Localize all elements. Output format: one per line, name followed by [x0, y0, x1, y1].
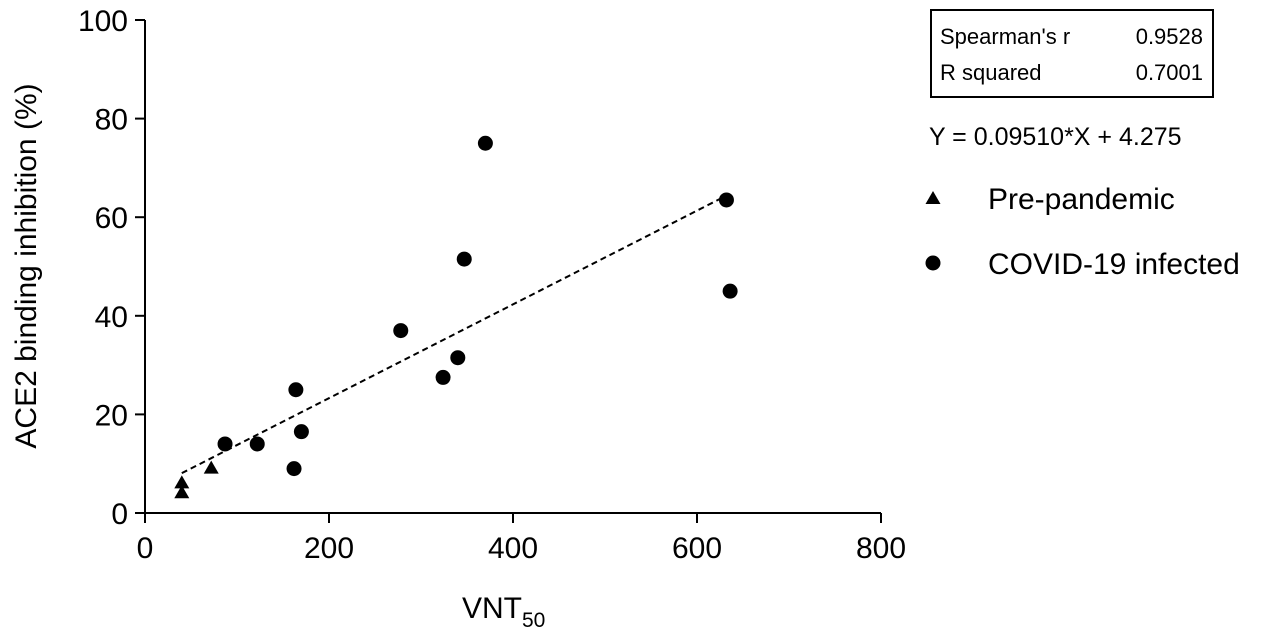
stats-box-frame — [930, 9, 1214, 98]
y-tick-label: 60 — [95, 202, 128, 235]
point-circle — [249, 436, 265, 452]
regression-line — [181, 194, 727, 475]
x-tick-label: 400 — [488, 532, 538, 565]
x-tick-label: 0 — [137, 532, 154, 565]
x-axis-title-subscript: 50 — [522, 609, 545, 632]
point-circle — [288, 382, 304, 398]
stat-value-spearman: 0.9528 — [1136, 24, 1203, 49]
point-circle — [718, 192, 734, 208]
point-triangle — [203, 460, 219, 474]
point-circle — [477, 135, 493, 151]
stat-label-r-squared: R squared — [940, 60, 1042, 85]
y-tick-label: 100 — [78, 5, 128, 38]
y-tick-label: 0 — [111, 498, 128, 531]
legend-circle-marker-icon — [925, 255, 941, 271]
point-triangle — [174, 475, 190, 489]
point-circle — [456, 251, 472, 267]
y-tick-label: 80 — [95, 104, 128, 137]
regression-equation: Y = 0.09510*X + 4.275 — [929, 123, 1182, 151]
data-points-layer — [174, 135, 738, 499]
point-circle — [450, 350, 466, 366]
legend-label-covid-19-infected: COVID-19 infected — [988, 248, 1240, 281]
x-tick-label: 600 — [672, 532, 722, 565]
legend-triangle-marker-icon — [925, 191, 941, 204]
x-tick-label: 200 — [304, 532, 354, 565]
point-circle — [393, 323, 409, 339]
legend: Pre-pandemic COVID-19 infected — [925, 183, 1240, 281]
point-circle — [286, 461, 302, 477]
point-circle — [722, 283, 738, 299]
y-tick-label: 20 — [95, 399, 128, 432]
stat-label-spearman: Spearman's r — [940, 24, 1070, 49]
point-triangle — [174, 485, 190, 499]
stats-box: Spearman's r 0.9528 R squared 0.7001 — [930, 9, 1214, 98]
point-circle — [293, 424, 309, 440]
axes: 0 200 400 600 800 0 20 40 60 80 100 — [78, 5, 906, 565]
x-axis-title: VNT50 — [462, 592, 545, 632]
stat-value-r-squared: 0.7001 — [1136, 60, 1203, 85]
y-axis-title: ACE2 binding inhibition (%) — [10, 83, 43, 448]
legend-label-pre-pandemic: Pre-pandemic — [988, 183, 1175, 216]
point-circle — [435, 369, 451, 385]
regression-line-layer — [181, 194, 727, 475]
x-axis-title-main: VNT — [462, 592, 522, 625]
y-tick-label: 40 — [95, 301, 128, 334]
point-circle — [217, 436, 233, 452]
x-tick-label: 800 — [856, 532, 906, 565]
